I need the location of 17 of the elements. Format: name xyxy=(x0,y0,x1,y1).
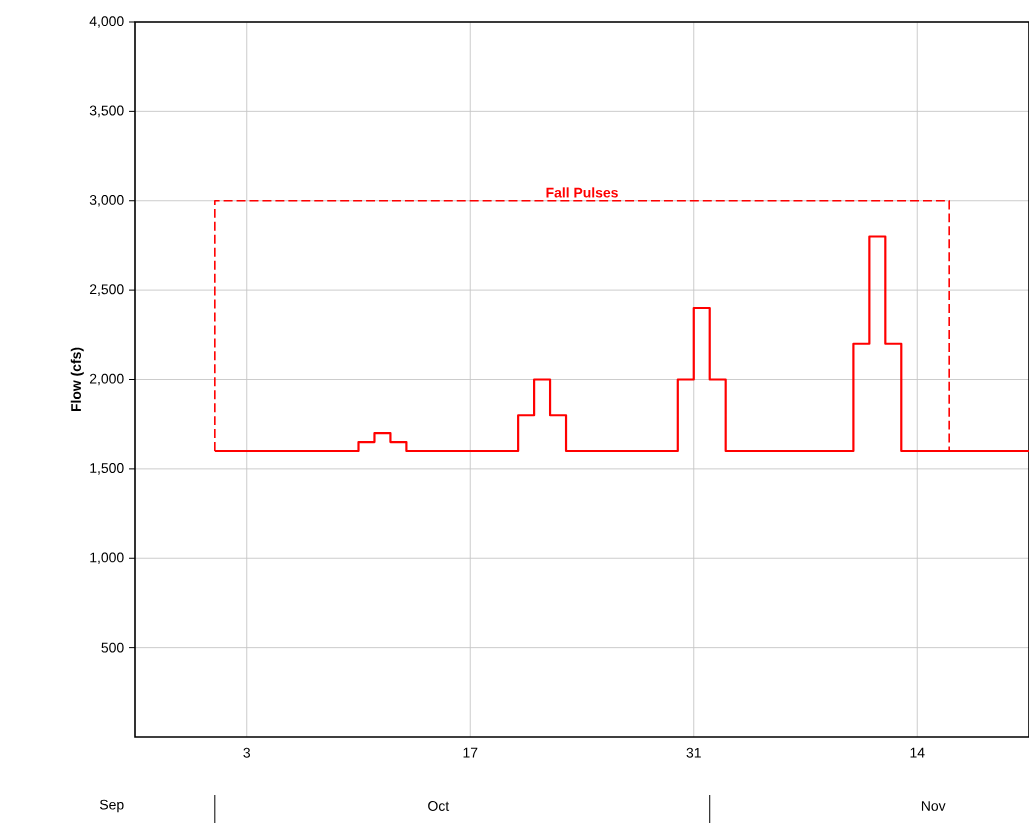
text: Oct xyxy=(428,801,450,811)
series-label: Fall Pulses xyxy=(546,187,618,198)
y-tick-label: 3,000 xyxy=(89,194,124,207)
text: Nov xyxy=(921,801,946,811)
x-tick-label: 14 xyxy=(910,747,925,758)
y-tick-label: 4,000 xyxy=(89,16,124,28)
y-tick-label: 2,500 xyxy=(89,284,124,296)
x-tick-label: 17 xyxy=(463,747,478,758)
y-tick-label: 1,500 xyxy=(90,463,124,475)
text: Sep xyxy=(99,799,124,813)
y-tick-label: 3,500 xyxy=(89,105,124,118)
y-axis-title: Flow (cfs) xyxy=(70,347,84,412)
y-tick-label: 1,000 xyxy=(90,552,124,565)
y-tick-label: 500 xyxy=(101,642,124,653)
x-tick-label: 31 xyxy=(686,747,701,758)
x-tick-label: 3 xyxy=(243,747,251,758)
y-tick-label: 2,000 xyxy=(89,373,124,386)
